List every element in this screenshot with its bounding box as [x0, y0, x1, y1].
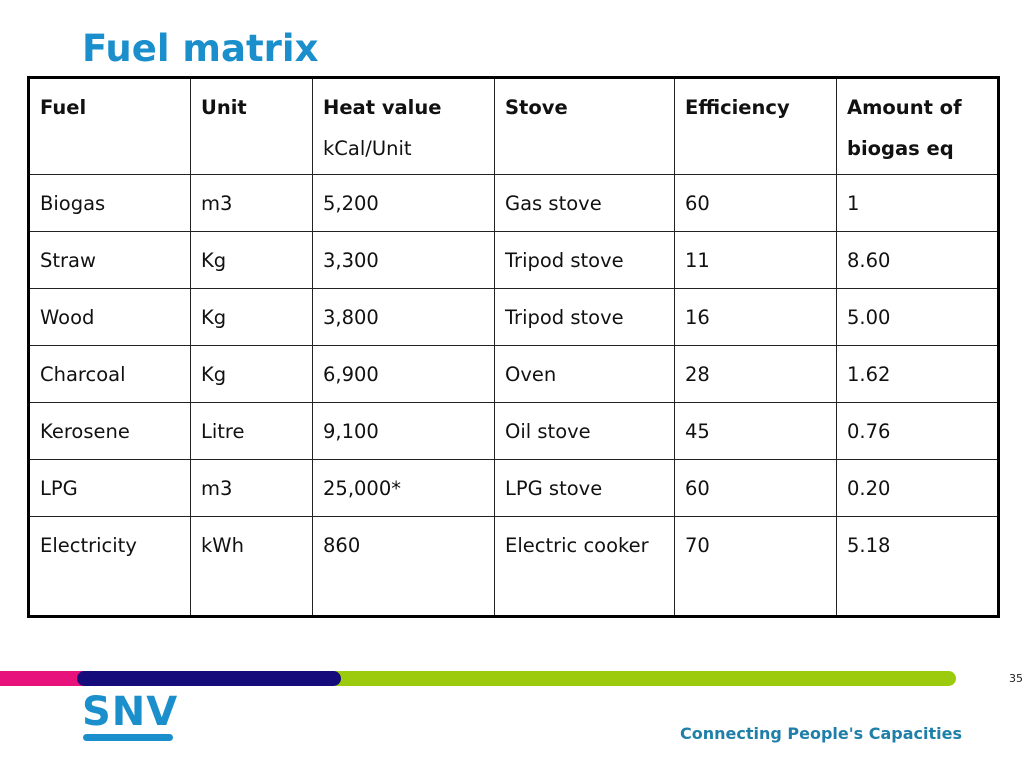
decorative-bar-navy [77, 671, 341, 686]
snv-logo: SNV [82, 689, 179, 735]
header-efficiency: Efficiency [674, 77, 837, 175]
table-row: Straw Kg 3,300 Tripod stove 11 8.60 [28, 231, 999, 289]
cell-efficiency: 45 [674, 402, 837, 460]
table-row: Wood Kg 3,800 Tripod stove 16 5.00 [28, 288, 999, 346]
cell-stove: Tripod stove [494, 288, 675, 346]
cell-stove: Gas stove [494, 174, 675, 232]
page-number: 35 [1009, 672, 1023, 685]
table-row: LPG m3 25,000* LPG stove 60 0.20 [28, 459, 999, 517]
cell-heat-value: 3,300 [312, 231, 495, 289]
tagline: Connecting People's Capacities [680, 724, 963, 743]
cell-heat-value: 3,800 [312, 288, 495, 346]
cell-heat-value: 6,900 [312, 345, 495, 403]
cell-stove: Electric cooker [494, 516, 675, 617]
cell-heat-value: 5,200 [312, 174, 495, 232]
cell-stove: Oven [494, 345, 675, 403]
cell-efficiency: 28 [674, 345, 837, 403]
slide-title: Fuel matrix [82, 27, 319, 70]
cell-unit: Kg [190, 231, 313, 289]
cell-fuel: Charcoal [28, 345, 191, 403]
cell-fuel: Wood [28, 288, 191, 346]
cell-efficiency: 11 [674, 231, 837, 289]
cell-efficiency: 60 [674, 459, 837, 517]
cell-unit: m3 [190, 459, 313, 517]
cell-heat-value: 25,000* [312, 459, 495, 517]
cell-efficiency: 16 [674, 288, 837, 346]
cell-efficiency: 60 [674, 174, 837, 232]
cell-stove: LPG stove [494, 459, 675, 517]
cell-fuel: Straw [28, 231, 191, 289]
logo-underline [83, 734, 173, 741]
cell-fuel: Biogas [28, 174, 191, 232]
fuel-matrix-table: Fuel Unit Heat value kCal/Unit Stove Effi… [27, 76, 1000, 618]
cell-unit: kWh [190, 516, 313, 617]
cell-biogas-eq: 5.00 [836, 288, 999, 346]
cell-unit: Kg [190, 345, 313, 403]
cell-unit: m3 [190, 174, 313, 232]
cell-stove: Tripod stove [494, 231, 675, 289]
cell-fuel: Electricity [28, 516, 191, 617]
header-heat-value: Heat value kCal/Unit [312, 77, 495, 175]
header-biogas-eq: Amount of biogas eq [836, 77, 999, 175]
cell-efficiency: 70 [674, 516, 837, 617]
cell-biogas-eq: 1.62 [836, 345, 999, 403]
table-header-row: Fuel Unit Heat value kCal/Unit Stove Effi… [28, 77, 999, 175]
decorative-bar-green [320, 671, 956, 686]
table-row: Biogas m3 5,200 Gas stove 60 1 [28, 174, 999, 232]
cell-heat-value: 9,100 [312, 402, 495, 460]
cell-biogas-eq: 0.76 [836, 402, 999, 460]
cell-biogas-eq: 1 [836, 174, 999, 232]
cell-biogas-eq: 8.60 [836, 231, 999, 289]
table-row: Charcoal Kg 6,900 Oven 28 1.62 [28, 345, 999, 403]
cell-unit: Litre [190, 402, 313, 460]
cell-biogas-eq: 5.18 [836, 516, 999, 617]
header-unit: Unit [190, 77, 313, 175]
cell-unit: Kg [190, 288, 313, 346]
cell-fuel: LPG [28, 459, 191, 517]
header-fuel: Fuel [28, 77, 191, 175]
cell-biogas-eq: 0.20 [836, 459, 999, 517]
cell-heat-value: 860 [312, 516, 495, 617]
table-row: Electricity kWh 860 Electric cooker 70 5… [28, 516, 999, 617]
table-row: Kerosene Litre 9,100 Oil stove 45 0.76 [28, 402, 999, 460]
cell-fuel: Kerosene [28, 402, 191, 460]
header-stove: Stove [494, 77, 675, 175]
cell-stove: Oil stove [494, 402, 675, 460]
